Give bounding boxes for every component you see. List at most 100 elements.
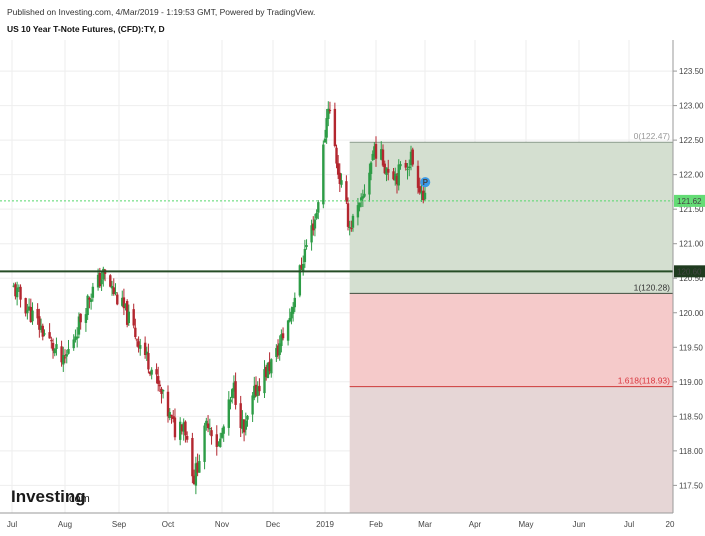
candle-body (27, 306, 31, 311)
candle-body (291, 306, 295, 314)
candle-body (208, 428, 212, 430)
candle-body (158, 384, 162, 387)
candle-body (356, 205, 360, 218)
candle-body (241, 419, 244, 430)
candle-body (263, 369, 266, 394)
candle-body (39, 325, 43, 330)
horizontal-lines (0, 200, 673, 273)
candle-body (229, 399, 232, 402)
candle-body (132, 309, 135, 326)
candle-body (239, 403, 242, 428)
y-tick-label: 122.50 (679, 136, 704, 145)
candle-body (317, 202, 320, 213)
candle-body (268, 361, 271, 372)
candle-body (346, 203, 350, 227)
candle-body (300, 265, 303, 269)
candle-body (270, 359, 273, 374)
candle-body (293, 297, 297, 308)
y-tick-label: 119.50 (679, 343, 703, 352)
candle-body (191, 437, 194, 477)
candle-body (220, 432, 224, 438)
candle-body (310, 225, 313, 243)
candle-body (333, 108, 337, 147)
candle-body (203, 425, 206, 462)
investing-logo: Investing.com (11, 487, 90, 506)
x-tick-label: Oct (162, 520, 175, 529)
candle-body (303, 248, 307, 263)
candle-body (121, 297, 124, 306)
candle-body (65, 354, 68, 357)
x-tick-label: Sep (112, 520, 127, 529)
candle-body (422, 190, 425, 201)
candle-body (173, 417, 177, 438)
candle-body (281, 333, 285, 339)
candle-body (43, 333, 46, 335)
candle-body (408, 166, 411, 169)
axes: 117.50 118.00 118.50 119.00 119.50 120.00 120.… (0, 40, 704, 529)
candle-body (160, 388, 163, 394)
candle-body (145, 351, 148, 355)
candle-body (392, 171, 395, 180)
candle-body (127, 311, 130, 324)
candle-body (98, 272, 102, 287)
x-tick-label: 2019 (316, 520, 334, 529)
candle-body (114, 292, 117, 294)
candle-body (298, 265, 302, 296)
candle-body (168, 412, 171, 418)
y-tick-label: 122.00 (679, 171, 704, 180)
candle-body (38, 316, 41, 330)
candle-body (387, 169, 390, 173)
candle-body (116, 294, 119, 305)
candle-body (275, 348, 278, 357)
fib-zone-0-1 (349, 142, 673, 294)
candle-body (19, 286, 22, 300)
candle-body (266, 362, 270, 379)
x-tick-label: Nov (215, 520, 229, 529)
candle-body (361, 196, 365, 199)
candle-body (125, 301, 129, 325)
candle-body (147, 353, 150, 370)
candle-body (205, 420, 208, 426)
y-tick-label: 123.50 (679, 67, 704, 76)
candle-body (411, 149, 414, 165)
candle-body (280, 334, 283, 347)
candle-body (345, 181, 348, 202)
candle-body (143, 342, 147, 356)
candle-body (122, 297, 126, 309)
candle-body (196, 462, 199, 473)
candle-body (358, 202, 361, 208)
y-tick-label: 120.50 (679, 274, 704, 283)
candle-body (383, 163, 386, 174)
candle-body (351, 215, 355, 228)
candle-body (397, 164, 400, 186)
candle-body (180, 424, 184, 432)
candle-body (327, 108, 330, 120)
candle-body (134, 327, 137, 338)
candle-body (409, 151, 413, 166)
candle-body (394, 173, 397, 181)
candle-body (155, 369, 158, 375)
x-tick-label: Apr (469, 520, 482, 529)
x-tick-label: Aug (58, 520, 72, 529)
candle-body (31, 310, 34, 322)
candle-body (231, 389, 234, 398)
candle-body (100, 279, 103, 285)
fib-zone-extension (349, 386, 673, 513)
candle-body (348, 226, 351, 228)
candle-body (157, 376, 160, 384)
candle-body (278, 343, 281, 355)
candle-body (242, 419, 246, 433)
fib-zones: 0(122.47) 1(120.28) 1.618(118.93) (349, 131, 673, 513)
candle-body (74, 336, 77, 341)
fib-level-label: 0(122.47) (634, 131, 671, 141)
candle-body (404, 162, 407, 168)
candle-body (110, 285, 114, 289)
candle-body (325, 118, 328, 138)
candle-body (418, 186, 421, 193)
candle-body (265, 366, 268, 378)
candle-body (340, 180, 343, 185)
candle-body (124, 303, 127, 307)
candle-body (192, 475, 196, 485)
x-tick-label: May (518, 520, 533, 529)
